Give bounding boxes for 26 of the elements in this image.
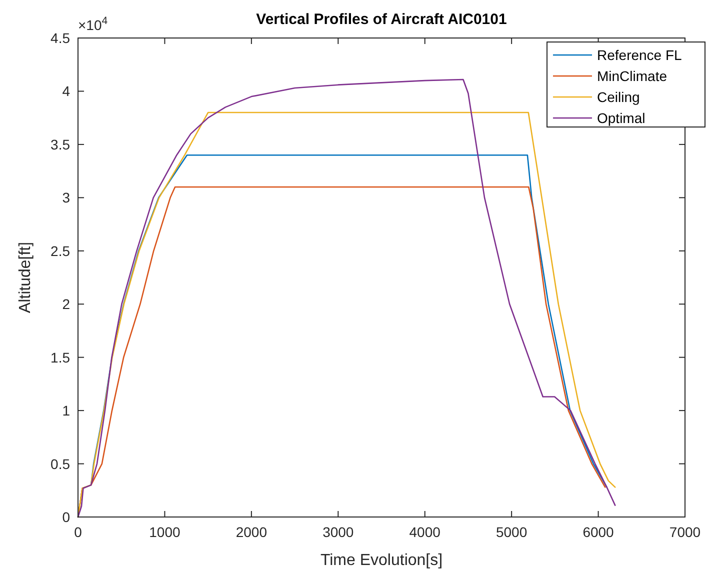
x-axis-title: Time Evolution[s] xyxy=(320,552,443,569)
x-tick-label: 0 xyxy=(74,524,82,540)
y-tick-label: 2.5 xyxy=(50,242,70,259)
y-tick-label: 0.5 xyxy=(50,456,70,472)
y-tick-label: 1.5 xyxy=(50,349,70,366)
chart-title: Vertical Profiles of Aircraft AIC0101 xyxy=(256,11,507,28)
x-tick-label: 2000 xyxy=(236,524,268,540)
y-tick-label: 0 xyxy=(62,509,70,525)
y-tick-label: 2 xyxy=(62,296,70,312)
x-tick-label: 7000 xyxy=(669,524,701,540)
y-tick-label: 3.5 xyxy=(50,136,70,152)
y-tick-label: 1 xyxy=(62,402,70,419)
y-axis-title: Altitude[ft] xyxy=(17,242,34,314)
y-tick-label: 4 xyxy=(62,83,70,100)
text: ×10$^{4}$ xyxy=(78,15,108,33)
x-tick-label: 4000 xyxy=(409,524,441,540)
legend-label: Ceiling xyxy=(597,89,640,105)
y-tick-label: 4.5 xyxy=(50,30,70,46)
x-tick-label: 5000 xyxy=(496,524,528,540)
legend-label: Reference FL xyxy=(597,47,682,63)
y-tick-label: 3 xyxy=(62,190,70,206)
legend-label: MinClimate xyxy=(597,68,668,84)
x-tick-label: 6000 xyxy=(582,524,614,540)
x-tick-label: 1000 xyxy=(149,524,180,540)
x-tick-label: 3000 xyxy=(322,524,354,540)
legend-label: Optimal xyxy=(597,110,646,126)
